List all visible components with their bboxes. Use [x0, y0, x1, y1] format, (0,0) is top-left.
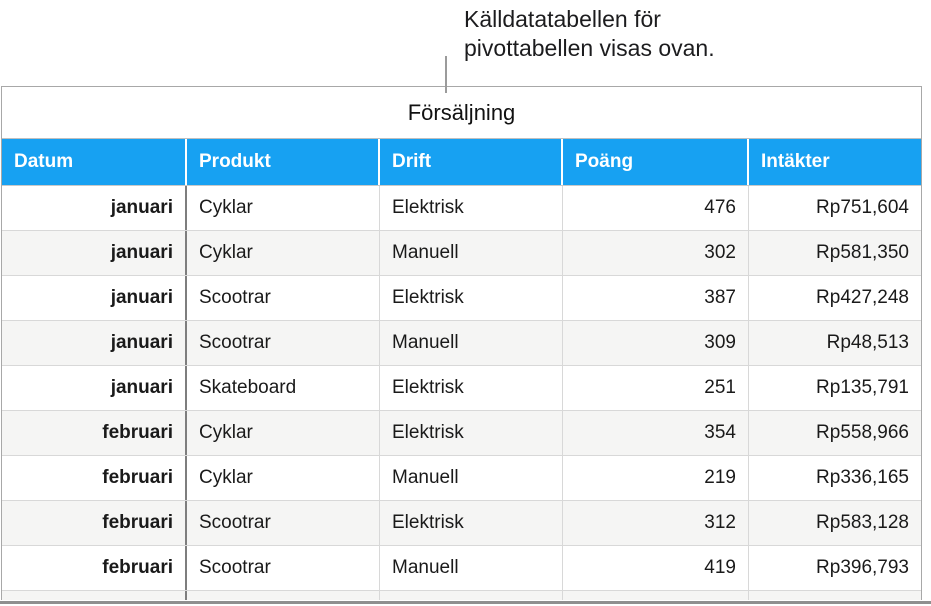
table-cell[interactable]: Elektrisk [380, 501, 563, 545]
column-header-poang[interactable]: Poäng [563, 139, 749, 185]
table-row: februari Scootrar Elektrisk 312 Rp583,128 [2, 501, 921, 546]
table-cell[interactable]: Rp48,513 [826, 332, 909, 353]
table-cell[interactable]: Rp581,350 [816, 242, 909, 263]
table-cell[interactable]: Scootrar [187, 276, 380, 320]
table-row: januari Skateboard Elektrisk 251 Rp135,791 [2, 366, 921, 411]
table-cell[interactable]: Manuell [380, 456, 563, 500]
table-cell[interactable] [749, 591, 921, 600]
table-title-row[interactable]: Försäljning [2, 87, 921, 139]
table-cell[interactable]: januari [2, 231, 187, 275]
table-row: januari Scootrar Elektrisk 387 Rp427,248 [2, 276, 921, 321]
callout-annotation: Källdatatabellen för pivottabellen visas… [464, 5, 715, 63]
table-cell[interactable]: 476 [563, 186, 749, 230]
column-header-drift[interactable]: Drift [380, 139, 563, 185]
table-row-partial [2, 591, 921, 600]
table-cell[interactable]: Cyklar [187, 186, 380, 230]
table-row: januari Scootrar Manuell 309 Rp48,513 [2, 321, 921, 366]
table-row: februari Cyklar Manuell 219 Rp336,165 [2, 456, 921, 501]
table-cell[interactable]: 354 [563, 411, 749, 455]
table-cell[interactable]: Scootrar [187, 501, 380, 545]
table-cell[interactable]: Elektrisk [380, 366, 563, 410]
table-cell[interactable]: februari [2, 501, 187, 545]
table-cell[interactable]: januari [2, 276, 187, 320]
table-title: Försäljning [407, 99, 516, 125]
table-cell[interactable]: Cyklar [187, 231, 380, 275]
table-cell[interactable]: Skateboard [187, 366, 380, 410]
table-body: januari Cyklar Elektrisk 476 Rp751,604 januar… [2, 186, 921, 591]
table-cell[interactable]: 302 [563, 231, 749, 275]
table-cell[interactable]: Manuell [380, 231, 563, 275]
callout-leader-line [445, 56, 447, 93]
table-cell[interactable]: 251 [563, 366, 749, 410]
table-cell[interactable]: Scootrar [187, 546, 380, 590]
table-cell[interactable]: Rp427,248 [816, 287, 909, 308]
table-cell[interactable]: Elektrisk [380, 186, 563, 230]
table-row: januari Cyklar Manuell 302 Rp581,350 [2, 231, 921, 276]
source-data-table: Försäljning Datum Produkt Drift Poäng In… [1, 86, 922, 600]
column-header-produkt[interactable]: Produkt [187, 139, 380, 185]
table-cell[interactable]: Rp396,793 [816, 557, 909, 578]
column-header-intakter[interactable]: Intäkter [761, 151, 830, 172]
table-row: januari Cyklar Elektrisk 476 Rp751,604 [2, 186, 921, 231]
table-cell[interactable]: Elektrisk [380, 276, 563, 320]
table-cell[interactable]: 219 [563, 456, 749, 500]
table-cell[interactable] [187, 591, 380, 600]
table-cell[interactable]: 312 [563, 501, 749, 545]
table-cell[interactable]: Elektrisk [380, 411, 563, 455]
table-cell[interactable] [2, 591, 187, 600]
table-cell[interactable]: Rp751,604 [816, 197, 909, 218]
callout-line-2: pivottabellen visas ovan. [464, 35, 715, 61]
table-header-row: Datum Produkt Drift Poäng Intäkter [2, 139, 921, 186]
table-row: februari Scootrar Manuell 419 Rp396,793 [2, 546, 921, 591]
table-cell[interactable]: februari [2, 546, 187, 590]
table-cell[interactable] [563, 591, 749, 600]
table-cell[interactable]: januari [2, 366, 187, 410]
table-cell[interactable]: Cyklar [187, 411, 380, 455]
callout-line-1: Källdatatabellen för [464, 6, 661, 32]
table-cell[interactable]: Rp336,165 [816, 467, 909, 488]
table-cell[interactable]: februari [2, 456, 187, 500]
table-row: februari Cyklar Elektrisk 354 Rp558,966 [2, 411, 921, 456]
table-cell[interactable]: Scootrar [187, 321, 380, 365]
table-cell[interactable]: Rp135,791 [816, 377, 909, 398]
table-cell[interactable]: januari [2, 321, 187, 365]
table-cell[interactable]: februari [2, 411, 187, 455]
table-cell[interactable]: januari [2, 186, 187, 230]
table-cell[interactable]: Cyklar [187, 456, 380, 500]
table-cell[interactable]: Manuell [380, 321, 563, 365]
table-cell[interactable]: 387 [563, 276, 749, 320]
screenshot-crop-edge [0, 601, 931, 604]
table-cell[interactable]: Rp583,128 [816, 512, 909, 533]
table-cell[interactable]: Manuell [380, 546, 563, 590]
table-cell[interactable]: 419 [563, 546, 749, 590]
table-cell[interactable]: 309 [563, 321, 749, 365]
table-cell[interactable] [380, 591, 563, 600]
column-header-datum[interactable]: Datum [2, 139, 187, 185]
table-cell[interactable]: Rp558,966 [816, 422, 909, 443]
